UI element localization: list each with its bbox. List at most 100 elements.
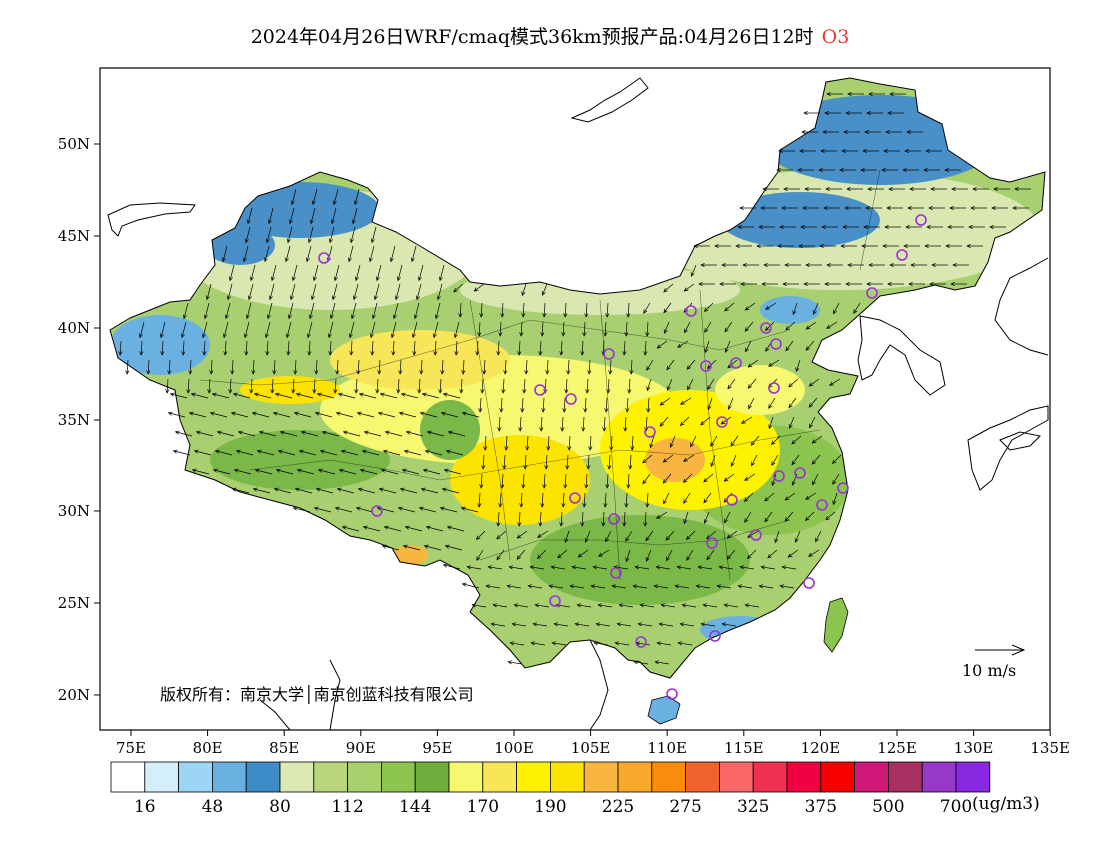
wind-arrow [667, 378, 673, 391]
wind-arrow [496, 549, 505, 560]
wind-arrow-head [574, 622, 580, 627]
wind-arrow [610, 435, 613, 450]
wind-arrow [509, 566, 524, 570]
wind-arrow-head [507, 660, 513, 665]
wind-arrow [126, 359, 129, 374]
wind-arrow [683, 454, 695, 462]
wind-arrow [585, 530, 591, 543]
lat-tick-label: 35N [58, 411, 90, 429]
wind-arrow-head [587, 370, 592, 375]
legend-value-label: 325 [737, 797, 769, 817]
wind-arrow-head [845, 110, 850, 116]
wind-arrow [229, 378, 232, 393]
wind-arrow-head [359, 468, 365, 473]
wind-arrow [750, 435, 760, 446]
wind-arrow-head [315, 487, 321, 492]
wind-arrow [191, 393, 209, 399]
wind-arrow-head [831, 459, 837, 465]
wind-arrow [196, 431, 214, 437]
wind-arrow-head [518, 427, 523, 432]
wind-arrow [771, 473, 777, 486]
wind-arrow-head [485, 584, 491, 589]
wind-arrow [771, 435, 781, 445]
wind-arrow [784, 511, 794, 522]
wind-arrow [443, 393, 461, 399]
wind-arrow-head [232, 392, 238, 397]
wind-arrow-head [603, 332, 608, 337]
wind-arrow [352, 207, 358, 224]
wind-arrow [422, 393, 440, 399]
wind-arrow-head [707, 385, 712, 390]
wind-arrow-head [782, 281, 787, 287]
wind-arrow [329, 226, 335, 243]
myanmar-coast [329, 659, 341, 730]
wind-arrow [520, 492, 523, 507]
map-title: 2024年04月26日WRF/cmaq模式36km预报产品:04月26日12时 O… [0, 22, 1100, 49]
wind-arrow-head [1014, 186, 1019, 192]
wind-arrow-head [693, 243, 698, 249]
wind-arrow [683, 492, 691, 504]
wind-arrow-head [845, 281, 850, 287]
wind-arrow [371, 340, 374, 355]
wind-arrow-head [686, 556, 691, 561]
wind-arrow [405, 526, 423, 532]
wind-arrow-head [626, 484, 631, 489]
wind-arrow [522, 473, 525, 488]
station-marker [534, 384, 546, 396]
wind-arrow [602, 340, 605, 355]
wind-arrow-head [334, 506, 340, 511]
wind-arrow [633, 585, 648, 589]
station-marker [730, 357, 742, 369]
wind-arrow-head [228, 389, 233, 394]
wind-arrow [662, 473, 672, 484]
wind-arrow [294, 359, 297, 374]
wind-arrow [478, 492, 481, 507]
wind-arrow [710, 454, 716, 467]
wind-arrow [646, 321, 649, 336]
wind-arrow-head [174, 430, 180, 435]
korean-peninsula [857, 315, 946, 396]
wind-arrow-head [839, 167, 844, 173]
legend-value-label: 225 [602, 797, 634, 817]
wind-arrow [336, 412, 354, 418]
wind-arrow-head [565, 465, 570, 470]
wind-arrow-head [633, 660, 639, 665]
wind-arrow [789, 416, 795, 429]
wind-arrow-head [791, 460, 796, 466]
wind-arrow-head [646, 386, 651, 392]
boundary-line [599, 299, 621, 581]
map-frame [99, 67, 1051, 731]
wind-arrow-head [375, 276, 380, 282]
wind-arrow [612, 585, 627, 589]
wind-arrow [356, 507, 374, 513]
wind-arrow [420, 359, 423, 374]
wind-arrow-head [639, 603, 645, 608]
wind-arrow [564, 530, 570, 543]
wind-arrow-head [317, 468, 323, 473]
wind-arrow-head [821, 224, 826, 230]
wind-arrow-head [417, 389, 422, 394]
wind-arrow [626, 397, 629, 412]
legend-value-label: 275 [669, 797, 701, 817]
wind-arrow [805, 492, 817, 500]
field-northeast-blue-2 [720, 192, 880, 248]
wind-arrow-head [805, 325, 811, 330]
wind-arrow [663, 492, 670, 504]
wind-arrow [332, 283, 338, 300]
taiwan-island [823, 597, 849, 653]
wind-arrow [308, 340, 311, 355]
wind-arrow-head [658, 622, 664, 627]
station-marker [915, 214, 927, 226]
wind-arrow [476, 549, 484, 561]
wind-arrow-head [314, 411, 320, 416]
wind-arrow [160, 321, 166, 338]
wind-arrow-head [517, 351, 522, 356]
wind-arrow-head [349, 238, 354, 244]
wind-arrow-head [677, 641, 683, 646]
wind-arrow-head [180, 333, 185, 339]
wind-arrow-head [791, 439, 796, 445]
wind-arrow [546, 359, 549, 374]
wind-arrow [245, 340, 248, 355]
wind-arrow-head [653, 584, 659, 589]
wind-arrow-head [548, 584, 554, 589]
